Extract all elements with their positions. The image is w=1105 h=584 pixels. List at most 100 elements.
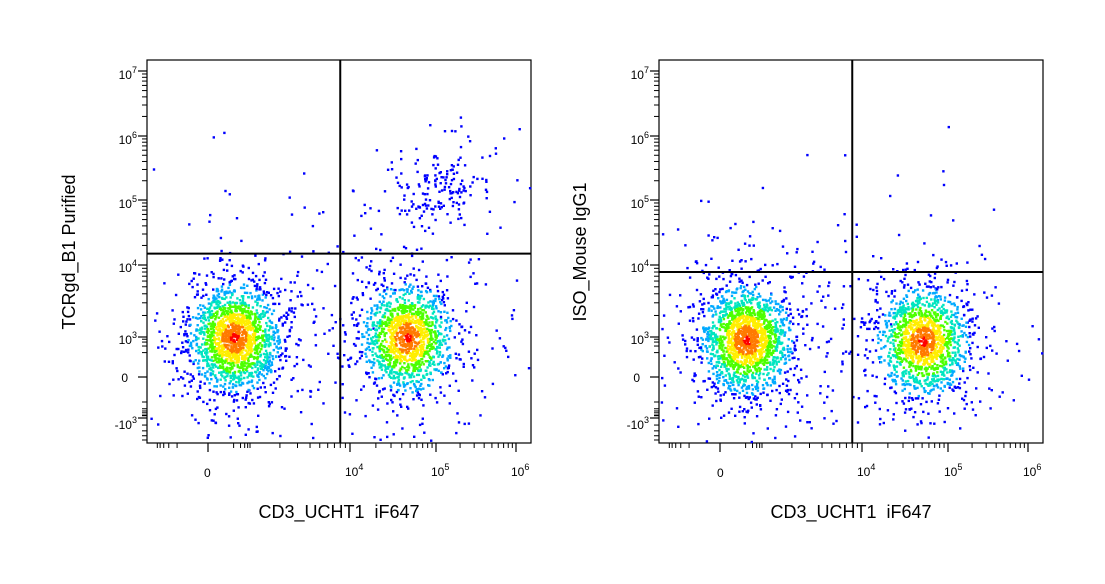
event-dot xyxy=(214,311,218,314)
event-dot xyxy=(394,364,398,367)
event-dot xyxy=(365,372,369,376)
event-dot xyxy=(457,158,460,162)
event-dot xyxy=(420,358,423,361)
event-dot xyxy=(679,371,682,374)
event-dot xyxy=(211,363,214,367)
event-dot xyxy=(716,236,719,240)
event-dot xyxy=(733,365,736,368)
event-dot xyxy=(719,344,722,347)
event-dot xyxy=(476,358,480,362)
event-dot xyxy=(434,167,437,170)
event-dot xyxy=(471,181,474,184)
event-dot xyxy=(259,336,262,339)
event-dot xyxy=(404,314,408,317)
event-dot xyxy=(457,217,460,221)
event-dot xyxy=(208,308,211,311)
event-dot xyxy=(261,336,264,339)
event-dot xyxy=(755,398,758,401)
event-dot xyxy=(800,377,803,380)
event-dot xyxy=(265,372,269,376)
event-dot xyxy=(756,382,759,386)
event-dot xyxy=(310,422,313,426)
event-dot xyxy=(443,185,447,189)
event-dot xyxy=(158,330,161,333)
event-dot xyxy=(212,288,215,291)
event-dot xyxy=(723,314,727,317)
event-dot xyxy=(751,373,754,377)
event-dot xyxy=(232,373,235,377)
event-dot xyxy=(242,339,246,342)
event-dot xyxy=(399,303,402,307)
event-dot xyxy=(222,320,225,323)
event-dot xyxy=(246,284,249,287)
event-dot xyxy=(241,303,245,306)
event-dot xyxy=(424,311,427,314)
event-dot xyxy=(225,315,229,318)
event-dot xyxy=(229,314,232,317)
event-dot xyxy=(248,355,252,358)
event-dot xyxy=(775,363,778,366)
event-dot xyxy=(202,311,205,314)
event-dot xyxy=(420,290,423,294)
event-dot xyxy=(390,368,394,371)
event-dot xyxy=(371,336,375,339)
event-dot xyxy=(230,331,234,334)
event-dot xyxy=(455,319,458,322)
event-dot xyxy=(237,355,240,358)
event-dot xyxy=(210,378,213,381)
event-dot xyxy=(202,337,205,340)
event-dot xyxy=(396,347,399,351)
event-dot xyxy=(376,322,380,325)
event-dot xyxy=(370,307,373,310)
event-dot xyxy=(432,163,435,167)
event-dot xyxy=(430,346,433,349)
event-dot xyxy=(208,367,211,371)
event-dot xyxy=(367,372,370,375)
event-dot xyxy=(721,287,724,291)
event-dot xyxy=(343,340,346,343)
event-dot xyxy=(751,296,755,300)
event-dot xyxy=(749,344,752,348)
event-dot xyxy=(230,338,233,341)
event-dot xyxy=(747,332,750,335)
event-dot xyxy=(200,330,203,333)
event-dot xyxy=(299,411,303,414)
event-dot xyxy=(236,365,239,369)
event-dot xyxy=(206,257,209,260)
event-dot xyxy=(221,334,225,338)
event-dot xyxy=(208,220,211,223)
event-dot xyxy=(222,385,225,388)
event-dot xyxy=(277,347,280,350)
event-dot xyxy=(436,350,439,353)
event-dot xyxy=(234,301,238,305)
event-dot xyxy=(266,366,269,370)
event-dot xyxy=(463,164,467,167)
event-dot xyxy=(279,358,282,362)
event-dot xyxy=(390,370,393,373)
event-dot xyxy=(230,311,234,314)
event-dot xyxy=(238,383,241,387)
event-dot xyxy=(219,378,222,381)
event-dot xyxy=(206,327,209,331)
event-dot xyxy=(250,344,254,347)
event-dot xyxy=(393,335,397,339)
event-dot xyxy=(434,185,437,188)
event-dot xyxy=(432,317,435,320)
event-dot xyxy=(389,376,393,379)
event-dot xyxy=(420,343,423,347)
event-dot xyxy=(269,326,272,329)
event-dot xyxy=(472,272,475,275)
event-dot xyxy=(717,320,721,324)
event-dot xyxy=(255,289,258,292)
event-dot xyxy=(375,308,379,311)
event-dot xyxy=(362,385,365,388)
event-dot xyxy=(756,380,760,384)
event-dot xyxy=(734,291,738,294)
event-dot xyxy=(399,150,403,153)
event-dot xyxy=(675,407,679,410)
event-dot xyxy=(442,204,445,207)
event-dot xyxy=(412,354,415,357)
event-dot xyxy=(371,341,375,345)
event-dot xyxy=(371,354,374,357)
event-dot xyxy=(253,331,257,334)
